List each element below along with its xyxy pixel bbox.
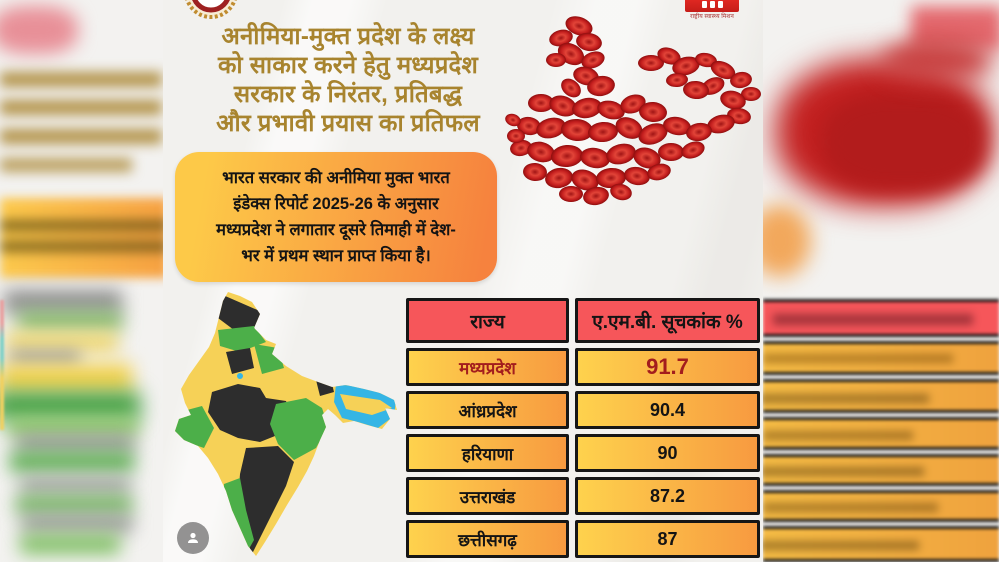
blur-band xyxy=(0,392,140,420)
nhm-logo-caption: राष्ट्रीय स्वास्थ्य मिशन xyxy=(690,14,734,20)
blur-band xyxy=(22,516,132,532)
edge-strip xyxy=(0,300,4,430)
blur-band xyxy=(0,198,163,278)
highlight-callout-box: भारत सरकार की अनीमिया मुक्त भारत इंडेक्स… xyxy=(175,152,497,282)
headline-line: सरकार के निरंतर, प्रतिबद्ध xyxy=(233,81,463,108)
callout-line: मध्यप्रदेश ने लगातार दूसरे तिमाही में दे… xyxy=(216,221,456,239)
headline-line: अनीमिया-मुक्त प्रदेश के लक्ष्य xyxy=(221,23,475,50)
table-row: उत्तराखंड 87.2 xyxy=(406,477,760,515)
blur-band xyxy=(16,496,132,514)
nhm-logo: राष्ट्रीय स्वास्थ्य मिशन xyxy=(679,0,745,21)
blur-band xyxy=(883,40,993,80)
callout-line: इंडेक्स रिपोर्ट 2025-26 के अनुसार xyxy=(233,195,439,213)
blur-table-band xyxy=(763,417,999,450)
callout-line: भर में प्रथम स्थान प्राप्त किया है। xyxy=(241,247,431,265)
state-name: मध्यप्रदेश xyxy=(406,348,569,386)
headline-line: को साकार करने हेतु मध्यप्रदेश xyxy=(217,52,479,79)
blur-band xyxy=(10,452,134,472)
table-row: मध्यप्रदेश 91.7 xyxy=(406,348,760,386)
blur-band xyxy=(20,478,130,494)
blur-band xyxy=(10,352,80,364)
callout-line: भारत सरकार की अनीमिया मुक्त भारत xyxy=(222,169,450,187)
blur-band xyxy=(0,129,162,144)
state-name: हरियाणा xyxy=(406,434,569,472)
amb-index-value: 90.4 xyxy=(575,391,760,429)
blur-band xyxy=(16,436,134,452)
state-name: आंध्रप्रदेश xyxy=(406,391,569,429)
blurred-edge-left xyxy=(0,0,163,562)
headline-line: और प्रभावी प्रयास का प्रतिफल xyxy=(216,110,480,137)
blur-table-band xyxy=(763,341,999,375)
blur-table-band xyxy=(763,299,999,337)
blur-band xyxy=(6,332,118,352)
table-header-row: राज्य ए.एम.बी. सूचकांक % xyxy=(406,298,760,343)
blurred-edge-right xyxy=(763,0,999,562)
amb-index-value: 91.7 xyxy=(575,348,760,386)
blood-cells-mp-map-illustration xyxy=(505,16,761,206)
blur-band xyxy=(20,534,120,554)
infographic-card: राष्ट्रीय स्वास्थ्य मिशन अनीमिया-मुक्त प… xyxy=(163,0,763,562)
blur-table-band xyxy=(763,490,999,522)
blur-band xyxy=(0,100,162,115)
table-row: आंध्रप्रदेश 90.4 xyxy=(406,391,760,429)
headline: अनीमिया-मुक्त प्रदेश के लक्ष्य को साकार … xyxy=(187,22,509,138)
state-name: उत्तराखंड xyxy=(406,477,569,515)
nhm-ribbon-icon xyxy=(685,0,739,12)
state-name: छत्तीसगढ़ xyxy=(406,520,569,558)
blur-table-band xyxy=(763,454,999,486)
amb-index-value: 90 xyxy=(575,434,760,472)
amb-index-value: 87.2 xyxy=(575,477,760,515)
blur-band xyxy=(0,72,162,87)
government-emblem-icon xyxy=(185,0,237,19)
india-map xyxy=(175,292,397,556)
blur-band xyxy=(0,364,132,394)
blur-band xyxy=(821,92,986,192)
blur-table-band xyxy=(763,379,999,413)
amb-index-value: 87 xyxy=(575,520,760,558)
table-row: छत्तीसगढ़ 87 xyxy=(406,520,760,558)
blur-band xyxy=(0,158,132,172)
blur-table-band xyxy=(763,526,999,562)
amb-index-table: राज्य ए.एम.बी. सूचकांक % मध्यप्रदेश 91.7… xyxy=(406,298,760,562)
table-row: हरियाणा 90 xyxy=(406,434,760,472)
blur-band xyxy=(4,290,122,314)
person-icon xyxy=(188,532,198,543)
blur-band xyxy=(18,312,122,330)
blur-band xyxy=(763,205,811,277)
avatar[interactable] xyxy=(177,522,209,554)
column-header-amb-index: ए.एम.बी. सूचकांक % xyxy=(575,298,760,343)
column-header-state: राज्य xyxy=(406,298,569,343)
blur-band xyxy=(0,6,78,54)
blur-band xyxy=(8,418,138,436)
